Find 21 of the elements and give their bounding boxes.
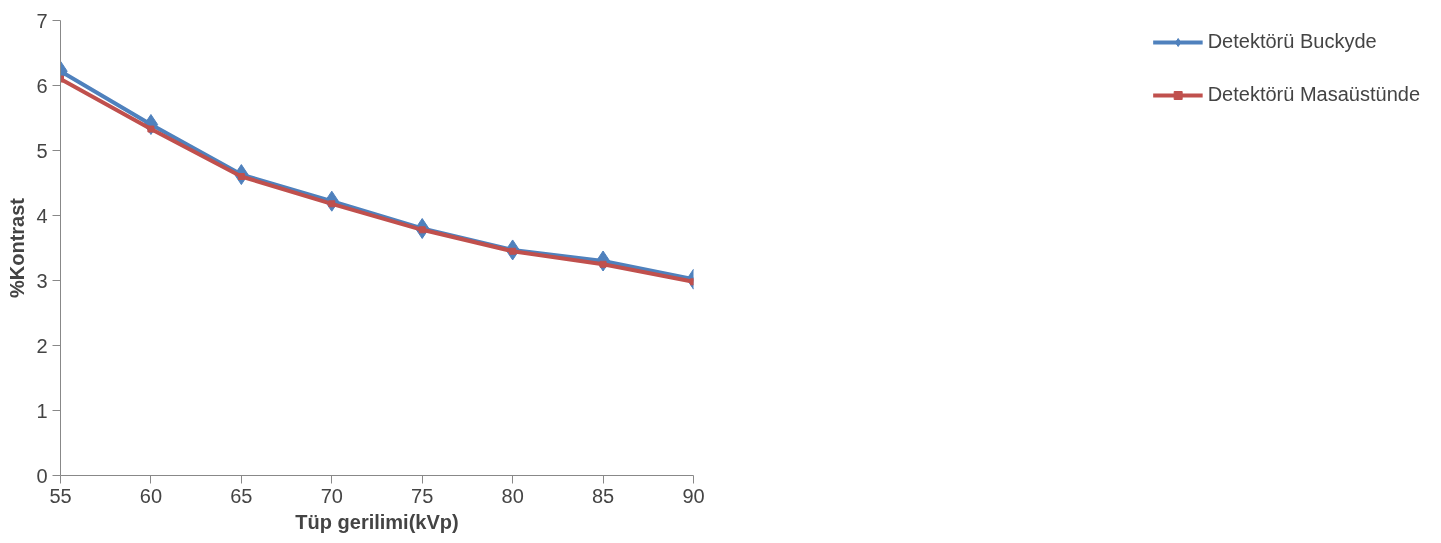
x-tick-label: 75 [411,484,434,507]
legend-label: Detektörü Buckyde [1207,30,1377,53]
x-tick-label: 90 [682,484,705,507]
y-axis-title: %Kontrast [6,197,29,298]
x-axis-title: Tüp gerilimi(kVp) [295,510,459,533]
x-tick-label: 60 [139,484,163,507]
y-tick-label: 7 [36,9,48,32]
y-tick-label: 1 [36,399,48,422]
y-tick-label: 4 [36,204,48,227]
point [147,125,155,133]
x-tick-label: 65 [230,484,253,507]
x-tick-label: 85 [591,484,615,507]
x-tick-label: 55 [49,484,72,507]
y-tick-label: 3 [36,269,48,292]
legend-label: Detektörü Masaüstünde [1207,83,1420,106]
y-tick-label: 2 [36,334,48,357]
x-tick-label: 80 [501,484,524,507]
y-tick-label: 6 [36,74,48,97]
x-tick-label: 70 [320,484,343,507]
y-tick-label: 5 [36,139,48,162]
y-tick-label: 0 [36,464,48,487]
